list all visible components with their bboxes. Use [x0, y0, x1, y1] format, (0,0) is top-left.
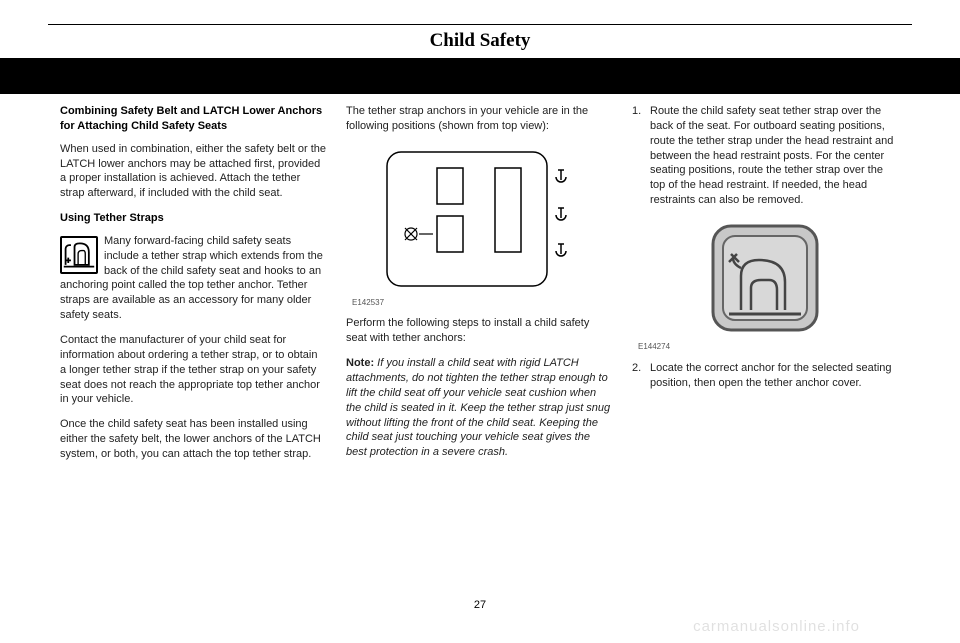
column-2: The tether strap anchors in your vehicle…	[346, 104, 612, 472]
col1-heading-1: Combining Safety Belt and LATCH Lower An…	[60, 104, 326, 134]
watermark: carmanualsonline.info	[693, 618, 860, 635]
install-steps-list-2: 2. Locate the correct anchor for the sel…	[632, 361, 898, 391]
chapter-title: Child Safety	[0, 30, 960, 52]
col1-para-2-text: Many forward-facing child safety seats i…	[60, 235, 323, 321]
tether-icon	[60, 236, 98, 274]
step-number: 1.	[632, 104, 650, 208]
col1-para-2: Many forward-facing child safety seats i…	[60, 234, 326, 323]
step-text: Locate the correct anchor for the select…	[650, 361, 898, 391]
col1-heading-2: Using Tether Straps	[60, 211, 326, 226]
col1-para-4: Once the child safety seat has been inst…	[60, 417, 326, 462]
page-number: 27	[0, 599, 960, 611]
page-frame: Child Safety Combining Safety Belt and L…	[0, 0, 960, 643]
step-number: 2.	[632, 361, 650, 391]
figure-1-label: E142537	[352, 298, 612, 309]
list-item: 2. Locate the correct anchor for the sel…	[632, 361, 898, 391]
col2-note: Note: If you install a child seat with r…	[346, 356, 612, 460]
col2-para-2: Perform the following steps to install a…	[346, 316, 612, 346]
col1-para-3: Contact the manufacturer of your child s…	[60, 333, 326, 407]
note-text: If you install a child seat with rigid L…	[346, 357, 610, 458]
header-black-bar	[0, 58, 960, 94]
step-text: Route the child safety seat tether strap…	[650, 104, 898, 208]
col2-para-1: The tether strap anchors in your vehicle…	[346, 104, 612, 134]
tether-positions-diagram	[379, 144, 579, 294]
content-columns: Combining Safety Belt and LATCH Lower An…	[60, 104, 900, 472]
top-rule	[48, 24, 912, 25]
anchor-cover-diagram	[705, 218, 825, 338]
col1-para-1: When used in combination, either the saf…	[60, 142, 326, 201]
column-3: 1. Route the child safety seat tether st…	[632, 104, 898, 472]
install-steps-list: 1. Route the child safety seat tether st…	[632, 104, 898, 208]
list-item: 1. Route the child safety seat tether st…	[632, 104, 898, 208]
column-1: Combining Safety Belt and LATCH Lower An…	[60, 104, 326, 472]
note-label: Note:	[346, 357, 374, 369]
figure-2-label: E144274	[638, 342, 898, 353]
